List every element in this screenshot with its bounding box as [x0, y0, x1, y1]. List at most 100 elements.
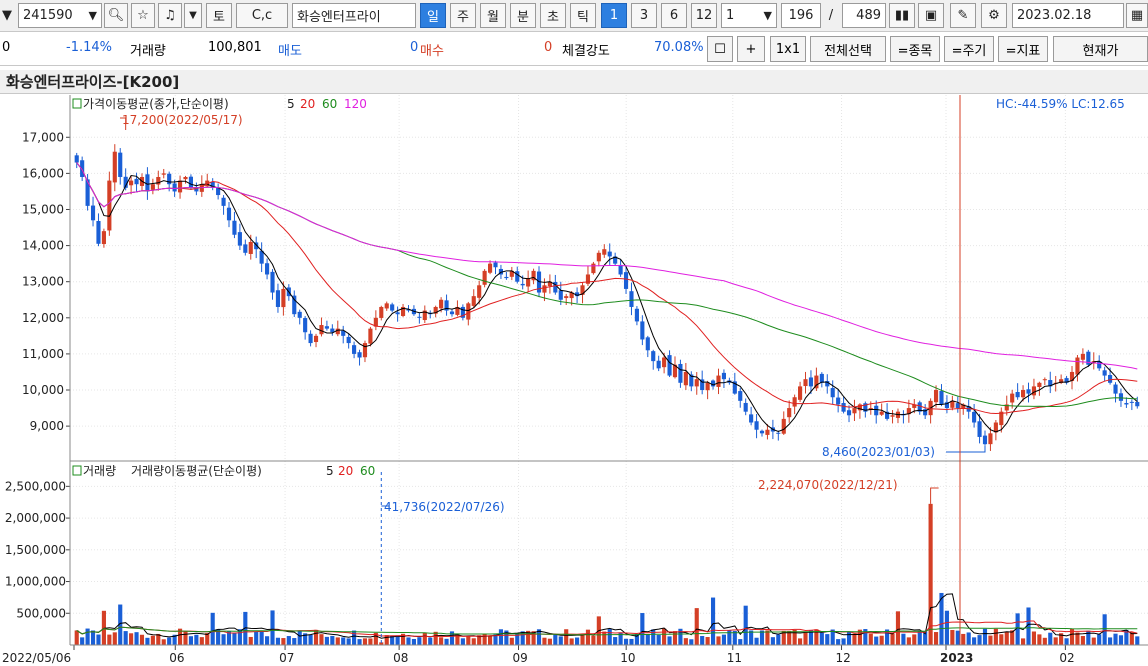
volume-bar	[928, 503, 933, 645]
candle-body	[988, 433, 993, 445]
candle-body	[330, 328, 335, 333]
volume-bar	[313, 629, 319, 645]
count-shown-input[interactable]: 196	[781, 3, 821, 28]
volume-bar	[1048, 632, 1053, 645]
candle-body	[607, 251, 612, 257]
volume-bar	[857, 629, 862, 645]
max-volume-label: 2,224,070(2022/12/21)	[758, 478, 898, 492]
volume-bar	[205, 633, 210, 645]
date-input[interactable]: 2023.02.18	[1012, 3, 1124, 28]
candle-body	[569, 292, 574, 299]
cc-button[interactable]: C,c	[236, 3, 288, 28]
volume-legend-b: 거래량이동평균(단순이평)	[131, 464, 262, 478]
dropdown-arrow-icon[interactable]: ▼	[2, 8, 12, 23]
candle-body	[982, 435, 988, 445]
candle-body	[493, 262, 498, 268]
legend-ma60: 60	[322, 97, 337, 111]
candle-body	[515, 271, 520, 282]
volume-bar	[738, 639, 743, 645]
candle-body	[857, 404, 862, 411]
stock-code-input[interactable]: 241590 ▼	[18, 3, 102, 28]
num-6-tab[interactable]: 6	[661, 3, 687, 28]
period-minute-tab[interactable]: 분	[510, 3, 536, 28]
candle-body	[672, 364, 678, 378]
chevron-down-icon[interactable]: ▼	[184, 3, 202, 28]
price-y-axis: 17,000 16,000 15,000 14,000 13,000 12,000 11,0…	[22, 130, 70, 433]
vol-legend-ma5: 5	[326, 464, 334, 478]
company-name-field[interactable]: 화승엔터프라이	[292, 3, 416, 28]
candle-body	[129, 180, 134, 186]
volume-bar	[1064, 638, 1069, 645]
candle-body	[1097, 361, 1102, 369]
volume-bar	[846, 631, 852, 645]
same-period-button[interactable]: =주기	[944, 36, 994, 62]
pen-icon[interactable]: ✎	[950, 3, 976, 28]
to-button[interactable]: 토	[206, 3, 232, 28]
candle-body	[694, 379, 699, 387]
search-icon[interactable]: 🔍︎	[104, 3, 128, 28]
count-total-input[interactable]: 489	[842, 3, 886, 28]
volume-bar	[819, 632, 824, 645]
candle-body	[226, 207, 232, 221]
same-indicator-button[interactable]: =지표	[998, 36, 1048, 62]
volume-bar	[352, 630, 357, 645]
volume-bar	[466, 636, 471, 645]
period-tick-tab[interactable]: 틱	[570, 3, 596, 28]
checkbox-button[interactable]: ☐	[707, 36, 733, 62]
candle-body	[341, 330, 346, 336]
calendar-icon[interactable]: ▦	[1126, 3, 1148, 28]
candle-body	[259, 250, 264, 264]
x-tick-label: 2023	[940, 651, 973, 665]
num-12-tab[interactable]: 12	[691, 3, 717, 28]
num-1-tab[interactable]: 1	[601, 3, 627, 28]
period-week-tab[interactable]: 주	[450, 3, 476, 28]
candle-body	[787, 408, 792, 418]
volume-tick-label: 1,000,000	[5, 575, 66, 589]
candle-body	[863, 403, 868, 412]
volume-bar	[265, 636, 270, 645]
volume-bar	[248, 636, 253, 645]
candle-body	[1135, 401, 1140, 407]
bell-icon[interactable]: ♫	[158, 3, 182, 28]
current-price-button[interactable]: 현재가	[1053, 36, 1148, 62]
gear-icon[interactable]: ⚙	[981, 3, 1007, 28]
volume-bar	[868, 633, 873, 645]
volume-bar	[852, 633, 857, 645]
save-icon[interactable]: ▣	[918, 3, 944, 28]
candle-body	[972, 411, 977, 423]
candle-body	[526, 278, 531, 287]
select-all-button[interactable]: 전체선택	[810, 36, 886, 62]
volume-bar	[939, 592, 944, 645]
candle-body	[841, 402, 846, 412]
volume-bar	[689, 639, 694, 645]
layout-1x1-button[interactable]: 1x1	[770, 36, 806, 62]
candle-body	[1108, 374, 1113, 383]
volume-bar	[308, 634, 313, 645]
plus-button[interactable]: +	[737, 36, 765, 62]
candle-body	[623, 272, 629, 289]
volume-bar	[672, 631, 678, 645]
star-icon[interactable]: ☆	[131, 3, 155, 28]
candle-body	[732, 381, 737, 394]
period-second-tab[interactable]: 초	[540, 3, 566, 28]
same-stock-button[interactable]: =종목	[890, 36, 940, 62]
volume-bar	[188, 636, 194, 645]
volume-bar	[917, 631, 922, 645]
volume-bar	[961, 633, 966, 645]
candle-body	[792, 397, 797, 407]
interval-select[interactable]: 1 ▼	[721, 3, 777, 28]
num-3-tab[interactable]: 3	[631, 3, 657, 28]
volume-grid	[70, 485, 1148, 614]
candle-body	[814, 375, 819, 389]
candle-body	[161, 173, 166, 175]
period-day-tab[interactable]: 일	[420, 3, 446, 28]
volume-bar	[254, 631, 259, 645]
period-month-tab[interactable]: 월	[480, 3, 506, 28]
volume-bar	[656, 634, 661, 645]
volume-bar	[1031, 631, 1037, 645]
volume-bar	[803, 631, 808, 645]
chart-type-icon[interactable]: ▮▮	[889, 3, 915, 28]
candle-body	[74, 155, 79, 163]
volume-bar	[1129, 632, 1134, 645]
